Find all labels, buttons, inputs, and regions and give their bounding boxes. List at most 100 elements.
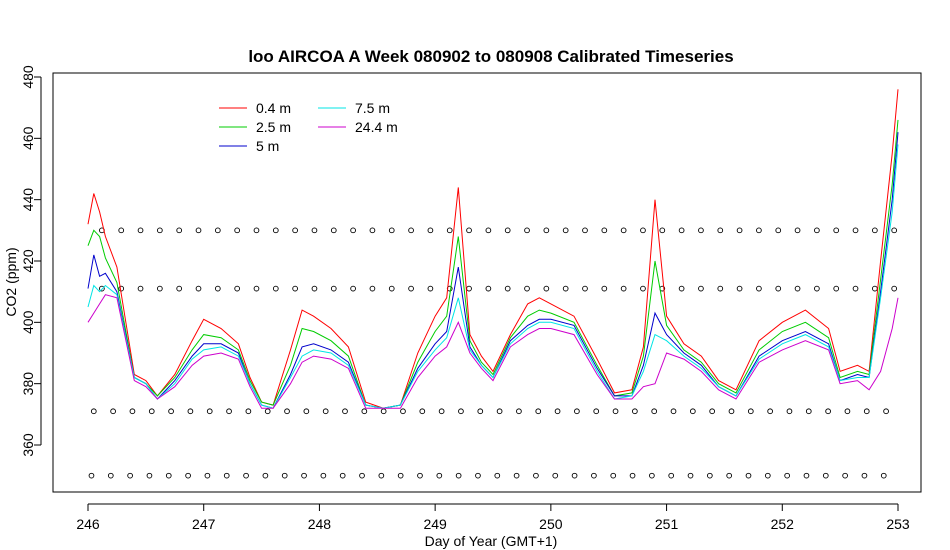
sample-marker: [264, 408, 271, 415]
sample-marker: [292, 285, 298, 292]
sample-marker: [842, 472, 848, 479]
sample-marker: [320, 472, 327, 479]
sample-marker: [687, 472, 694, 479]
y-tick-label: 480: [20, 65, 36, 89]
sample-marker: [786, 408, 793, 415]
sample-marker: [814, 285, 820, 292]
sample-marker: [582, 285, 588, 292]
sample-marker: [234, 285, 241, 292]
sample-marker: [852, 285, 859, 292]
sample-marker: [794, 285, 801, 292]
sample-marker: [322, 408, 329, 415]
series-line: [87, 132, 899, 409]
sample-marker: [651, 408, 658, 415]
sample-marker: [408, 285, 414, 292]
sample-marker: [554, 408, 561, 415]
sample-marker: [678, 285, 685, 292]
sample-marker: [436, 472, 443, 479]
sample-marker: [620, 227, 627, 234]
sample-marker: [118, 227, 125, 234]
sample-marker: [640, 227, 646, 234]
series-line: [87, 294, 899, 409]
sample-marker: [756, 227, 762, 234]
sample-marker: [455, 472, 462, 479]
plot-frame: [52, 72, 922, 493]
sample-marker: [516, 408, 522, 415]
sample-marker: [747, 408, 754, 415]
sample-marker: [262, 472, 269, 479]
x-tick-label: 248: [308, 516, 332, 532]
x-tick-label: 249: [423, 516, 447, 532]
sample-marker: [185, 472, 191, 479]
sample-marker: [535, 408, 542, 415]
x-axis-label: Day of Year (GMT+1): [425, 533, 558, 549]
sample-marker: [496, 408, 503, 415]
sample-marker: [378, 472, 385, 479]
sample-marker: [187, 408, 194, 415]
sample-marker: [562, 227, 569, 234]
sample-marker: [281, 472, 288, 479]
sample-marker: [168, 408, 174, 415]
y-axis-label: CO2 (ppm): [3, 247, 19, 316]
sample-marker: [640, 285, 646, 292]
sample-marker: [485, 285, 492, 292]
sample-marker: [311, 285, 318, 292]
sample-marker: [717, 227, 724, 234]
sample-marker: [524, 227, 530, 234]
sample-marker: [438, 408, 445, 415]
sample-marker: [303, 408, 310, 415]
series-line: [87, 89, 899, 409]
sample-marker: [223, 472, 230, 479]
sample-marker: [88, 472, 95, 479]
sample-marker: [764, 472, 771, 479]
sample-marker: [717, 285, 724, 292]
sample-marker: [350, 285, 356, 292]
y-tick-label: 360: [20, 433, 36, 457]
sample-marker: [369, 227, 376, 234]
sample-marker: [629, 472, 636, 479]
sample-marker: [427, 285, 434, 292]
sample-marker: [388, 227, 395, 234]
sample-marker: [689, 408, 696, 415]
sample-marker: [833, 227, 840, 234]
sample-marker: [245, 408, 252, 415]
sample-marker: [330, 285, 337, 292]
sample-marker: [736, 227, 743, 234]
chart-title: loo AIRCOA A Week 080902 to 080908 Calib…: [248, 47, 733, 66]
x-tick-label: 247: [192, 516, 216, 532]
sample-marker: [148, 408, 155, 415]
sample-marker: [670, 408, 677, 415]
sample-marker: [698, 285, 704, 292]
sample-marker: [226, 408, 232, 415]
sample-marker: [301, 472, 307, 479]
sample-marker: [805, 408, 812, 415]
sample-marker: [292, 227, 298, 234]
y-tick-label: 440: [20, 188, 36, 212]
sample-marker: [350, 227, 356, 234]
x-tick-label: 252: [771, 516, 795, 532]
sample-marker: [369, 285, 376, 292]
sample-marker: [767, 408, 773, 415]
sample-marker: [417, 472, 423, 479]
sample-marker: [107, 472, 114, 479]
legend-label: 5 m: [256, 138, 279, 154]
sample-marker: [243, 472, 249, 479]
sample-marker: [176, 227, 183, 234]
sample-marker: [794, 227, 801, 234]
sample-marker: [872, 227, 878, 234]
sample-marker: [726, 472, 733, 479]
sample-marker: [574, 408, 580, 415]
sample-marker: [728, 408, 735, 415]
sample-marker: [204, 472, 211, 479]
legend-label: 0.4 m: [256, 100, 291, 116]
y-tick-label: 400: [20, 310, 36, 334]
sample-marker: [852, 227, 859, 234]
sample-marker: [659, 227, 666, 234]
sample-marker: [610, 472, 617, 479]
sample-marker: [775, 285, 782, 292]
sample-marker: [110, 408, 116, 415]
sample-marker: [475, 472, 481, 479]
sample-markers: [88, 227, 898, 479]
sample-marker: [803, 472, 810, 479]
